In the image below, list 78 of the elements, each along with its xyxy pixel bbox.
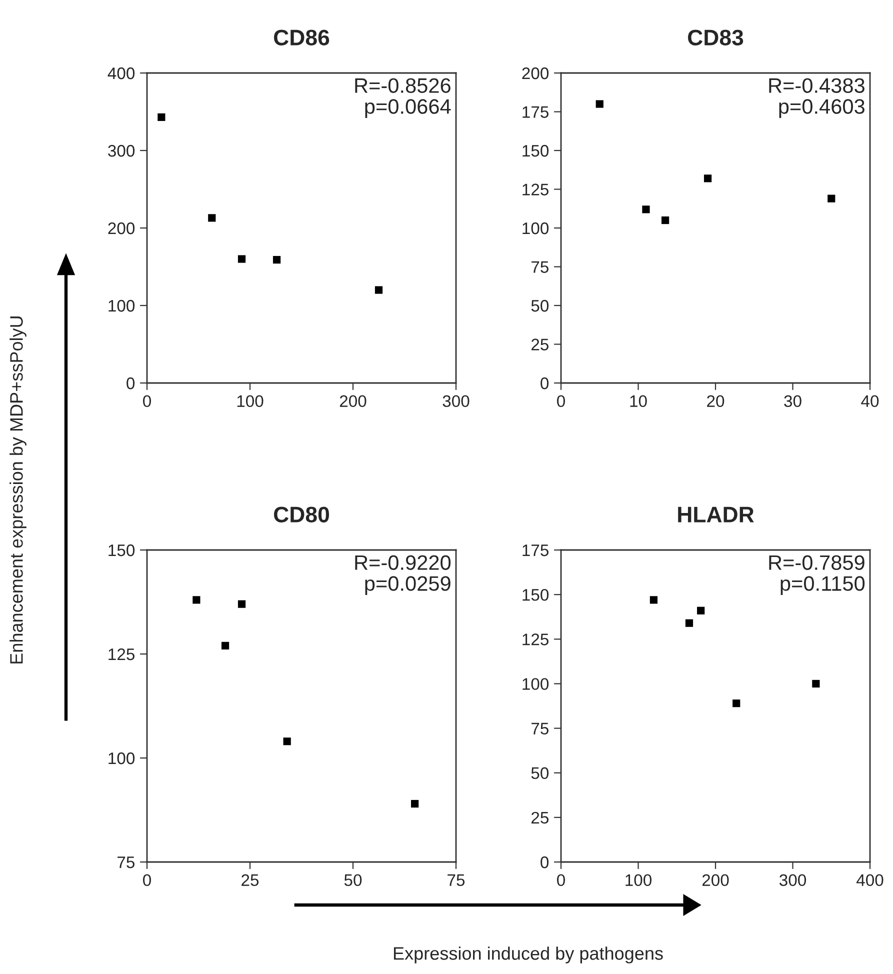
point bbox=[238, 600, 246, 608]
x-tick-label: 0 bbox=[557, 395, 565, 408]
y-tick-label: 200 bbox=[522, 67, 549, 80]
point bbox=[283, 738, 291, 746]
annotation: R=-0.4383 bbox=[769, 78, 864, 93]
annotation: R=-0.8526 bbox=[355, 78, 450, 93]
y-tick-label: 400 bbox=[108, 67, 135, 80]
point bbox=[685, 619, 694, 627]
x-tick-label: 200 bbox=[702, 874, 729, 886]
y-tick-label: 0 bbox=[540, 856, 549, 868]
y-tick-label: 100 bbox=[522, 678, 549, 690]
y-tick-label: 150 bbox=[522, 588, 549, 601]
point bbox=[374, 286, 383, 294]
y-tick-label: 300 bbox=[108, 144, 135, 157]
y-tick-label: 25 bbox=[531, 338, 548, 350]
y-tick-label: 0 bbox=[540, 377, 549, 390]
chart-title: CD86 bbox=[274, 30, 330, 46]
point bbox=[697, 606, 705, 614]
annotation: R=-0.7859 bbox=[769, 555, 864, 570]
x-tick-label: 100 bbox=[626, 874, 652, 886]
x-tick-label: 400 bbox=[856, 874, 884, 886]
y-tick-label: 125 bbox=[522, 634, 548, 646]
point bbox=[828, 194, 836, 202]
x-axis-title: Expression induced by pathogens bbox=[394, 946, 663, 964]
x-tick-label: 40 bbox=[861, 395, 879, 408]
annotation: p=0.0259 bbox=[365, 576, 450, 596]
annotation: p=0.4603 bbox=[779, 99, 864, 118]
y-tick-label: 100 bbox=[522, 222, 549, 234]
y-tick-label: 75 bbox=[532, 722, 548, 734]
y-tick-label: 100 bbox=[108, 752, 135, 764]
x-tick-label: 20 bbox=[707, 395, 724, 408]
x-tick-label: 300 bbox=[779, 874, 806, 886]
chart-title: CD80 bbox=[274, 506, 329, 522]
y-tick-label: 150 bbox=[108, 544, 135, 556]
y-tick-label: 25 bbox=[531, 812, 548, 824]
y-tick-label: 100 bbox=[108, 300, 135, 312]
y-tick-label: 50 bbox=[531, 300, 549, 312]
point bbox=[410, 800, 419, 808]
point bbox=[192, 596, 200, 604]
point bbox=[642, 206, 650, 214]
chart-title: CD83 bbox=[688, 30, 744, 46]
y-tick-label: 0 bbox=[126, 377, 135, 390]
y-tick-label: 75 bbox=[532, 261, 548, 273]
annotation: p=0.0664 bbox=[365, 99, 451, 118]
y-tick-label: 50 bbox=[531, 767, 549, 780]
x-tick-label: 0 bbox=[557, 874, 565, 886]
y-tick-label: 175 bbox=[522, 544, 548, 556]
x-tick-label: 100 bbox=[237, 395, 264, 408]
x-tick-label: 25 bbox=[242, 874, 259, 886]
y-tick-label: 200 bbox=[108, 222, 135, 234]
y-axis-title: Enhancement expression by MDP+ssPolyU bbox=[10, 316, 26, 664]
x-tick-label: 200 bbox=[340, 395, 366, 408]
x-tick-label: 0 bbox=[143, 874, 151, 886]
point bbox=[661, 216, 670, 224]
point bbox=[812, 680, 820, 688]
point bbox=[238, 255, 246, 263]
y-tick-label: 75 bbox=[118, 856, 134, 868]
x-tick-label: 10 bbox=[630, 395, 647, 408]
x-tick-label: 300 bbox=[442, 395, 470, 408]
annotation: p=0.1150 bbox=[780, 576, 865, 596]
x-tick-label: 50 bbox=[344, 874, 362, 886]
point bbox=[272, 256, 281, 264]
x-tick-label: 0 bbox=[143, 395, 151, 408]
y-tick-label: 175 bbox=[522, 106, 548, 118]
x-tick-label: 30 bbox=[784, 395, 802, 408]
point bbox=[221, 642, 230, 650]
point bbox=[158, 113, 166, 121]
point bbox=[208, 214, 216, 222]
y-tick-label: 125 bbox=[108, 648, 134, 660]
chart-title: HLADR bbox=[678, 506, 754, 522]
point bbox=[650, 596, 658, 604]
annotation: R=-0.9220 bbox=[355, 555, 451, 570]
y-tick-label: 125 bbox=[522, 184, 548, 196]
x-tick-label: 75 bbox=[448, 874, 465, 886]
point bbox=[596, 100, 604, 108]
point bbox=[732, 700, 740, 708]
point bbox=[704, 174, 712, 182]
y-tick-label: 150 bbox=[522, 144, 549, 157]
